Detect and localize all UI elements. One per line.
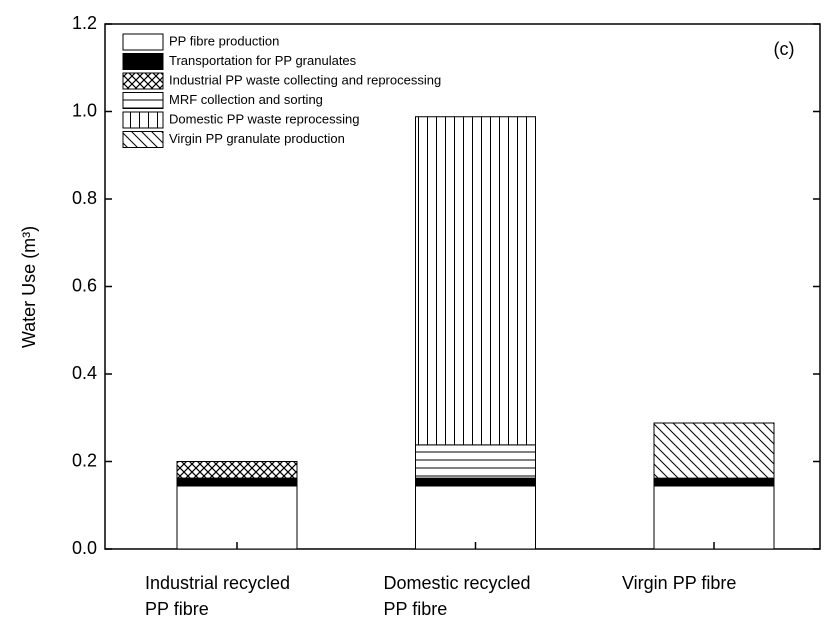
bar-segment	[176, 485, 298, 550]
legend-label: MRF collection and sorting	[169, 92, 323, 107]
bar-segment	[176, 461, 298, 479]
bar-segment	[415, 444, 536, 479]
bar-segment	[653, 477, 775, 487]
y-tick-label: 0.8	[72, 188, 97, 208]
bar-segment	[653, 485, 775, 550]
legend-label: Domestic PP waste reprocessing	[169, 111, 360, 126]
y-tick-label: 0.4	[72, 363, 97, 383]
legend-swatch	[122, 92, 164, 109]
legend-label: PP fibre production	[169, 33, 279, 48]
y-tick-label: 1.0	[72, 100, 97, 120]
legend-swatch	[122, 131, 164, 148]
legend-swatch	[122, 33, 164, 51]
legend-label: Virgin PP granulate production	[169, 131, 345, 146]
x-tick-label: Domestic recycled PP fibre	[383, 573, 531, 619]
y-tick-label: 0.6	[72, 275, 97, 295]
legend-label: Industrial PP waste collecting and repro…	[169, 72, 441, 87]
y-tick-label: 0.2	[72, 450, 97, 470]
annotation: (c)	[774, 39, 795, 59]
x-tick-label: Industrial recycled PP fibre	[145, 573, 291, 619]
legend-swatch	[122, 111, 164, 129]
legend-swatch	[122, 72, 164, 90]
y-tick-label: 1.2	[72, 13, 97, 33]
bar-segment	[415, 485, 536, 550]
legend-swatch	[122, 53, 164, 70]
bar-segment	[176, 477, 298, 487]
bar-segment	[415, 477, 536, 487]
legend-label: Transportation for PP granulates	[169, 53, 357, 68]
y-axis-label: Water Use (m³)	[19, 226, 39, 348]
x-tick-label: Virgin PP fibre	[622, 573, 737, 593]
bar-segment	[653, 422, 775, 479]
bar-segment	[415, 116, 536, 446]
y-tick-label: 0.0	[72, 538, 97, 558]
